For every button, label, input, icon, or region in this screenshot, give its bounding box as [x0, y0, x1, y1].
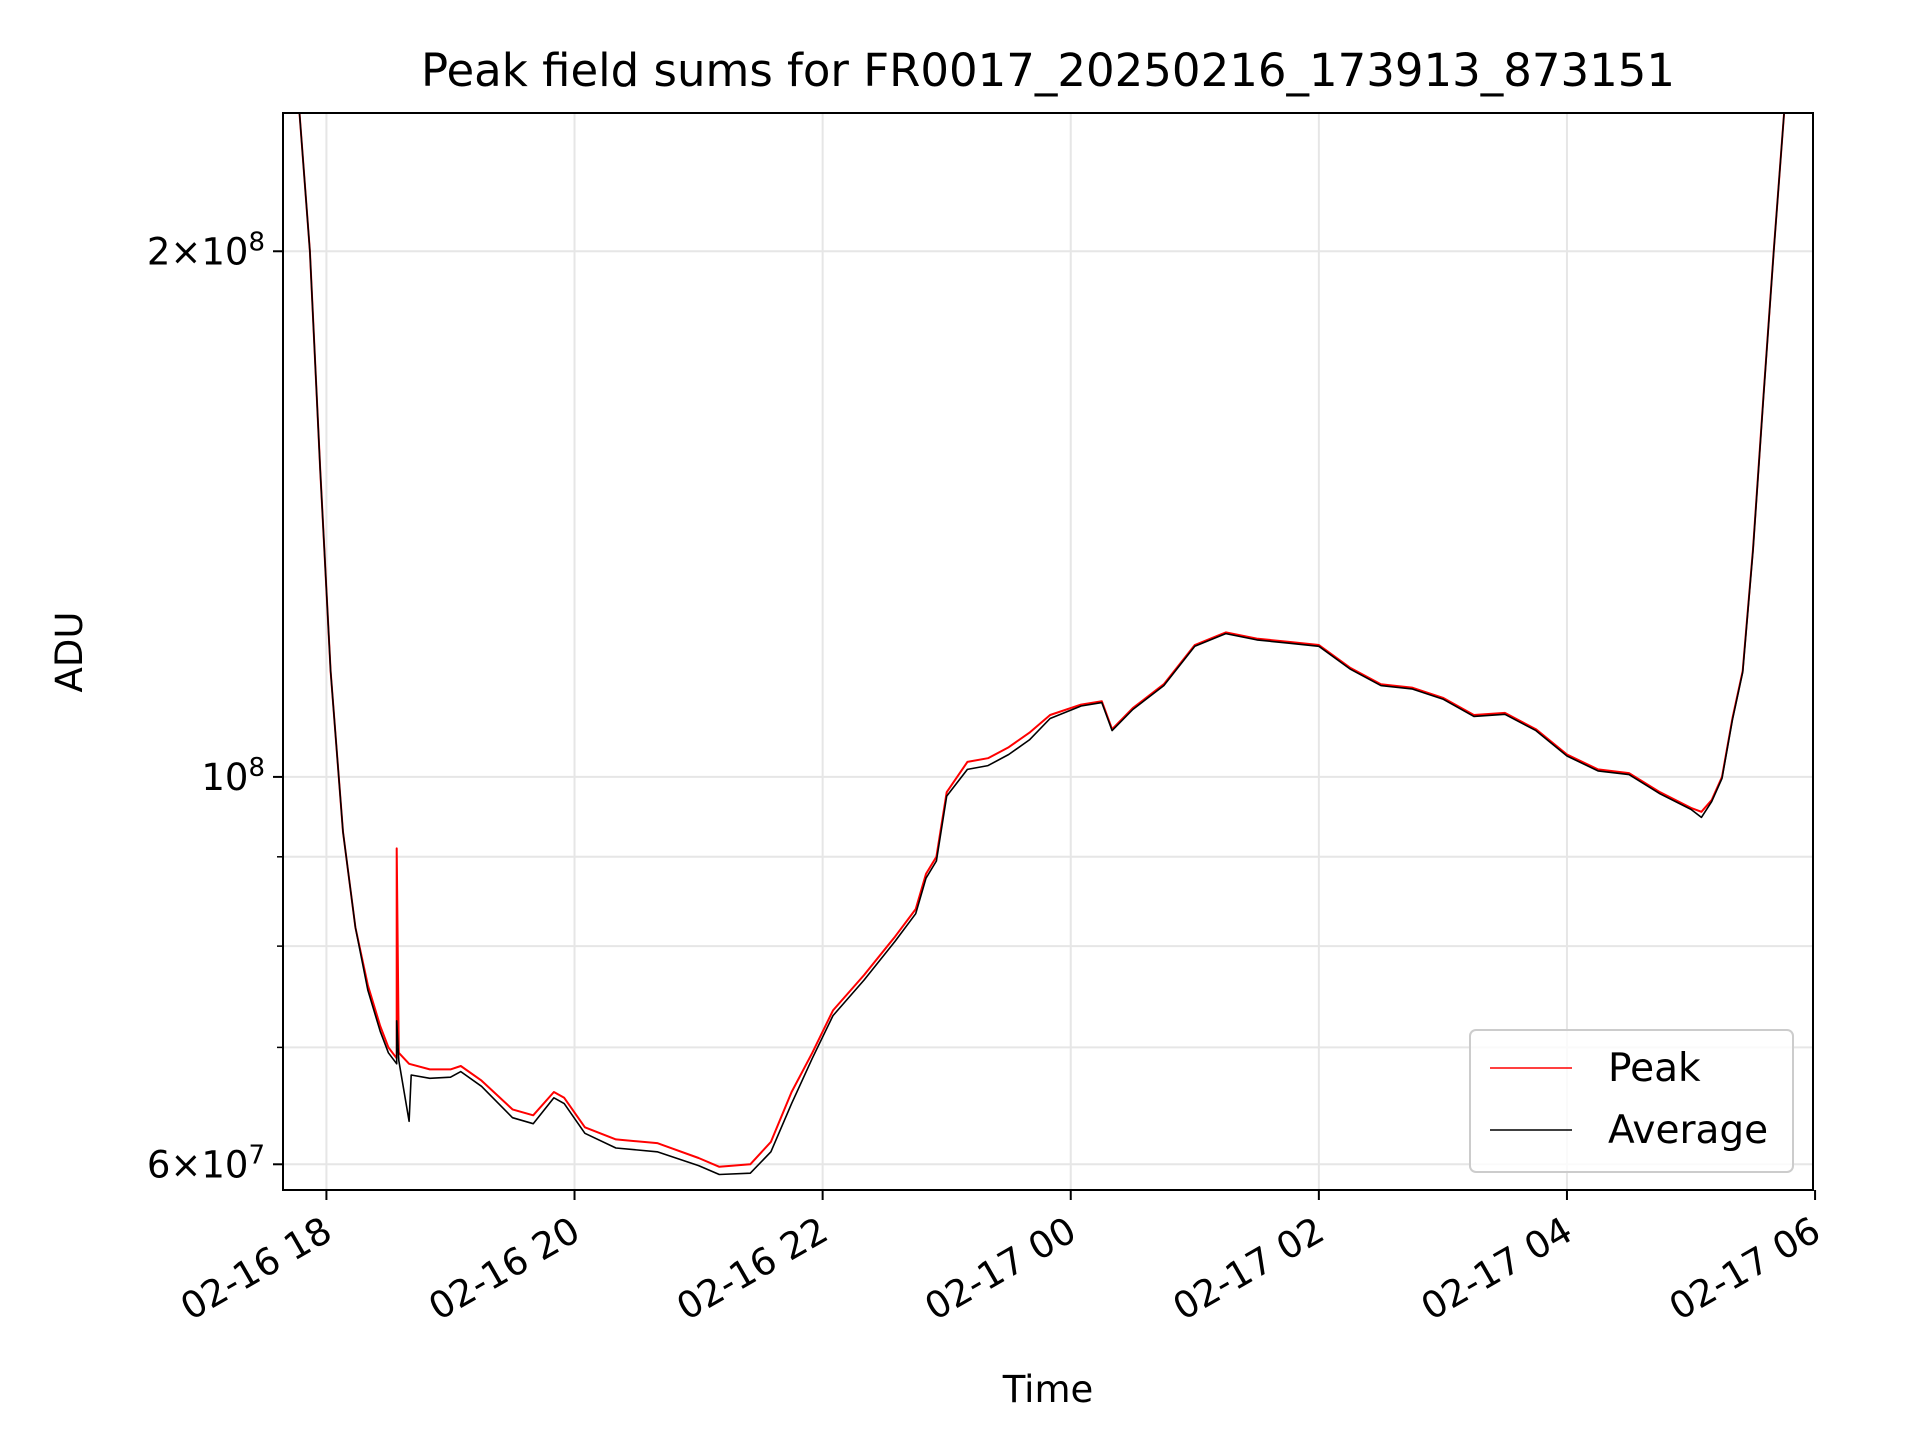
x-axis-label: Time	[1002, 1368, 1094, 1411]
legend-label-average: Average	[1608, 1108, 1768, 1153]
series-line-average	[283, 113, 1813, 1176]
chart-title: Peak field sums for FR0017_20250216_1739…	[421, 44, 1675, 97]
y-tick-label: 2×108	[147, 227, 265, 273]
plot-frame	[282, 112, 1814, 1191]
legend: Peak Average	[1469, 1029, 1794, 1173]
legend-label-peak: Peak	[1608, 1046, 1701, 1091]
series-line-peak	[283, 113, 1813, 1168]
plot-lines	[283, 113, 1813, 1176]
legend-box	[1469, 1029, 1794, 1173]
y-tick-label: 6×107	[147, 1140, 265, 1186]
y-axis-label: ADU	[48, 612, 91, 693]
